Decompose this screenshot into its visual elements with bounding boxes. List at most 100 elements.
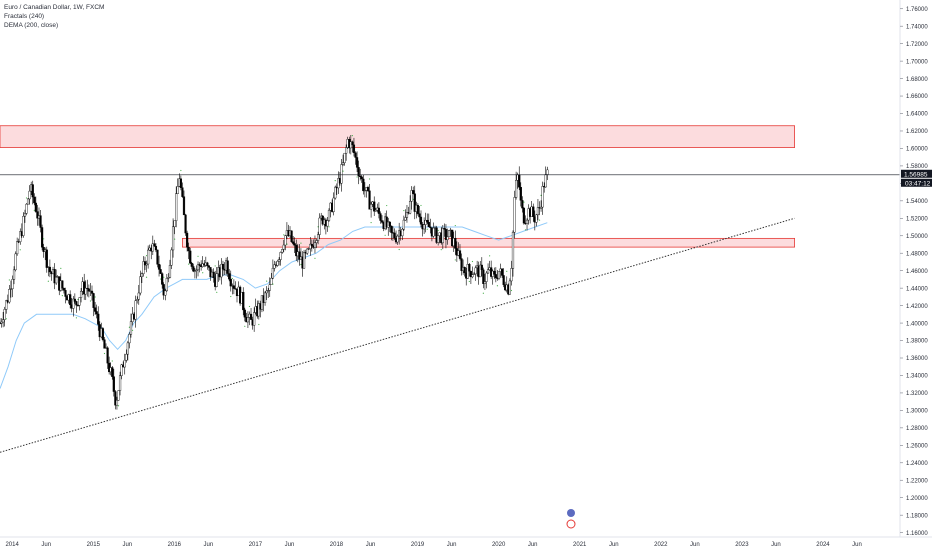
candle [153, 239, 156, 247]
candle-body [34, 202, 37, 212]
supply-demand-zones[interactable] [0, 125, 795, 248]
candle [413, 185, 416, 220]
candle [334, 179, 337, 200]
candle [75, 300, 78, 319]
candle [128, 326, 131, 349]
event-markers[interactable] [566, 509, 576, 529]
candle-body [0, 321, 3, 324]
ascending-trendline[interactable] [0, 217, 795, 453]
candle-body [215, 273, 218, 287]
price-tick-label: 1.54000 [906, 199, 928, 205]
fractal-up-marker [471, 260, 474, 263]
candle-body [229, 278, 232, 287]
time-tick-label: 2024 [816, 542, 830, 548]
candle-body [426, 219, 429, 223]
candle [8, 279, 11, 304]
candle-body [75, 301, 78, 306]
candle-body [410, 190, 413, 202]
fractal-up-marker [197, 255, 199, 257]
candle [84, 280, 87, 301]
candle-body [515, 180, 518, 198]
candle-body [413, 193, 416, 212]
candle-body [446, 236, 449, 240]
candle-body [62, 287, 66, 291]
candle-body [92, 293, 95, 308]
candle [257, 300, 260, 326]
candle [493, 267, 496, 280]
candle-body [232, 285, 235, 289]
zone-1 [182, 237, 795, 248]
candle-body [268, 284, 271, 291]
time-tick-label: Jun [528, 542, 538, 548]
candle-body [281, 249, 284, 253]
candle [168, 259, 172, 279]
candle-body [87, 288, 90, 292]
candle [228, 268, 231, 282]
candle-body [48, 266, 51, 273]
candle [97, 306, 100, 331]
candle-body [326, 220, 329, 227]
zone-0 [0, 125, 795, 148]
candle-body [14, 253, 17, 271]
candle-body [198, 264, 201, 266]
candle-body [189, 250, 192, 264]
candle-body [139, 276, 142, 294]
candle [313, 235, 317, 259]
price-tick-label: 1.66000 [906, 94, 928, 100]
candle-body [479, 264, 482, 278]
fractal-up-marker [351, 135, 353, 137]
time-tick-label: Jun [771, 542, 781, 548]
fractal-up-marker [437, 229, 439, 232]
candle-body [186, 232, 189, 248]
candle [123, 353, 126, 375]
candle-body [45, 249, 48, 268]
symbol-title[interactable]: Euro / Canadian Dollar, 1W, FXCM [4, 4, 105, 11]
candle [402, 209, 405, 231]
candle-body [522, 207, 526, 224]
candle [447, 229, 451, 238]
candle-body [295, 245, 298, 257]
candle [515, 171, 518, 200]
candle-body [53, 269, 56, 284]
candle [472, 272, 476, 275]
fractal-down-marker [384, 234, 386, 236]
price-tick-label: 1.72000 [906, 42, 928, 48]
candle [419, 204, 423, 228]
fractal-down-marker [19, 249, 21, 251]
time-axis[interactable]: 2014 Jun 2015 Jun 2016 Jun 2017 Jun 2018 Jun 2019 J… [5, 542, 861, 548]
indicator-fractals[interactable]: Fractals (240) [4, 13, 45, 20]
candle [164, 288, 167, 301]
candle [120, 363, 123, 380]
candle [78, 297, 81, 311]
candle-body [79, 291, 83, 298]
candle-body [69, 294, 72, 305]
price-tick-label: 1.74000 [906, 24, 928, 30]
candle-body [471, 274, 474, 278]
candle [192, 263, 195, 273]
time-tick-label: 2022 [654, 542, 668, 548]
candle [374, 207, 377, 212]
candle-body [544, 174, 547, 188]
candle-body [36, 211, 39, 219]
candle [454, 224, 457, 261]
candle [145, 254, 148, 278]
candle-body [472, 273, 476, 275]
candle [126, 340, 129, 361]
fractal-up-marker [128, 326, 131, 328]
candle-body [482, 269, 485, 284]
price-axis[interactable]: 1.76000 1.74000 1.72000 1.70000 1.68000 1.660… [900, 7, 928, 537]
candle [190, 261, 193, 270]
fractal-up-marker [111, 360, 113, 362]
candle [535, 213, 538, 227]
candle [193, 267, 197, 279]
indicator-dema[interactable]: DEMA (200, close) [4, 22, 59, 29]
price-tick-label: 1.52000 [906, 216, 928, 222]
dividend-event-icon[interactable] [566, 519, 576, 529]
candle-body [136, 299, 139, 301]
time-tick-label: 2019 [411, 542, 425, 548]
candle-body [103, 339, 106, 349]
news-event-icon[interactable] [567, 509, 575, 517]
time-tick-label: Jun [122, 542, 132, 548]
candle-body [228, 273, 231, 280]
